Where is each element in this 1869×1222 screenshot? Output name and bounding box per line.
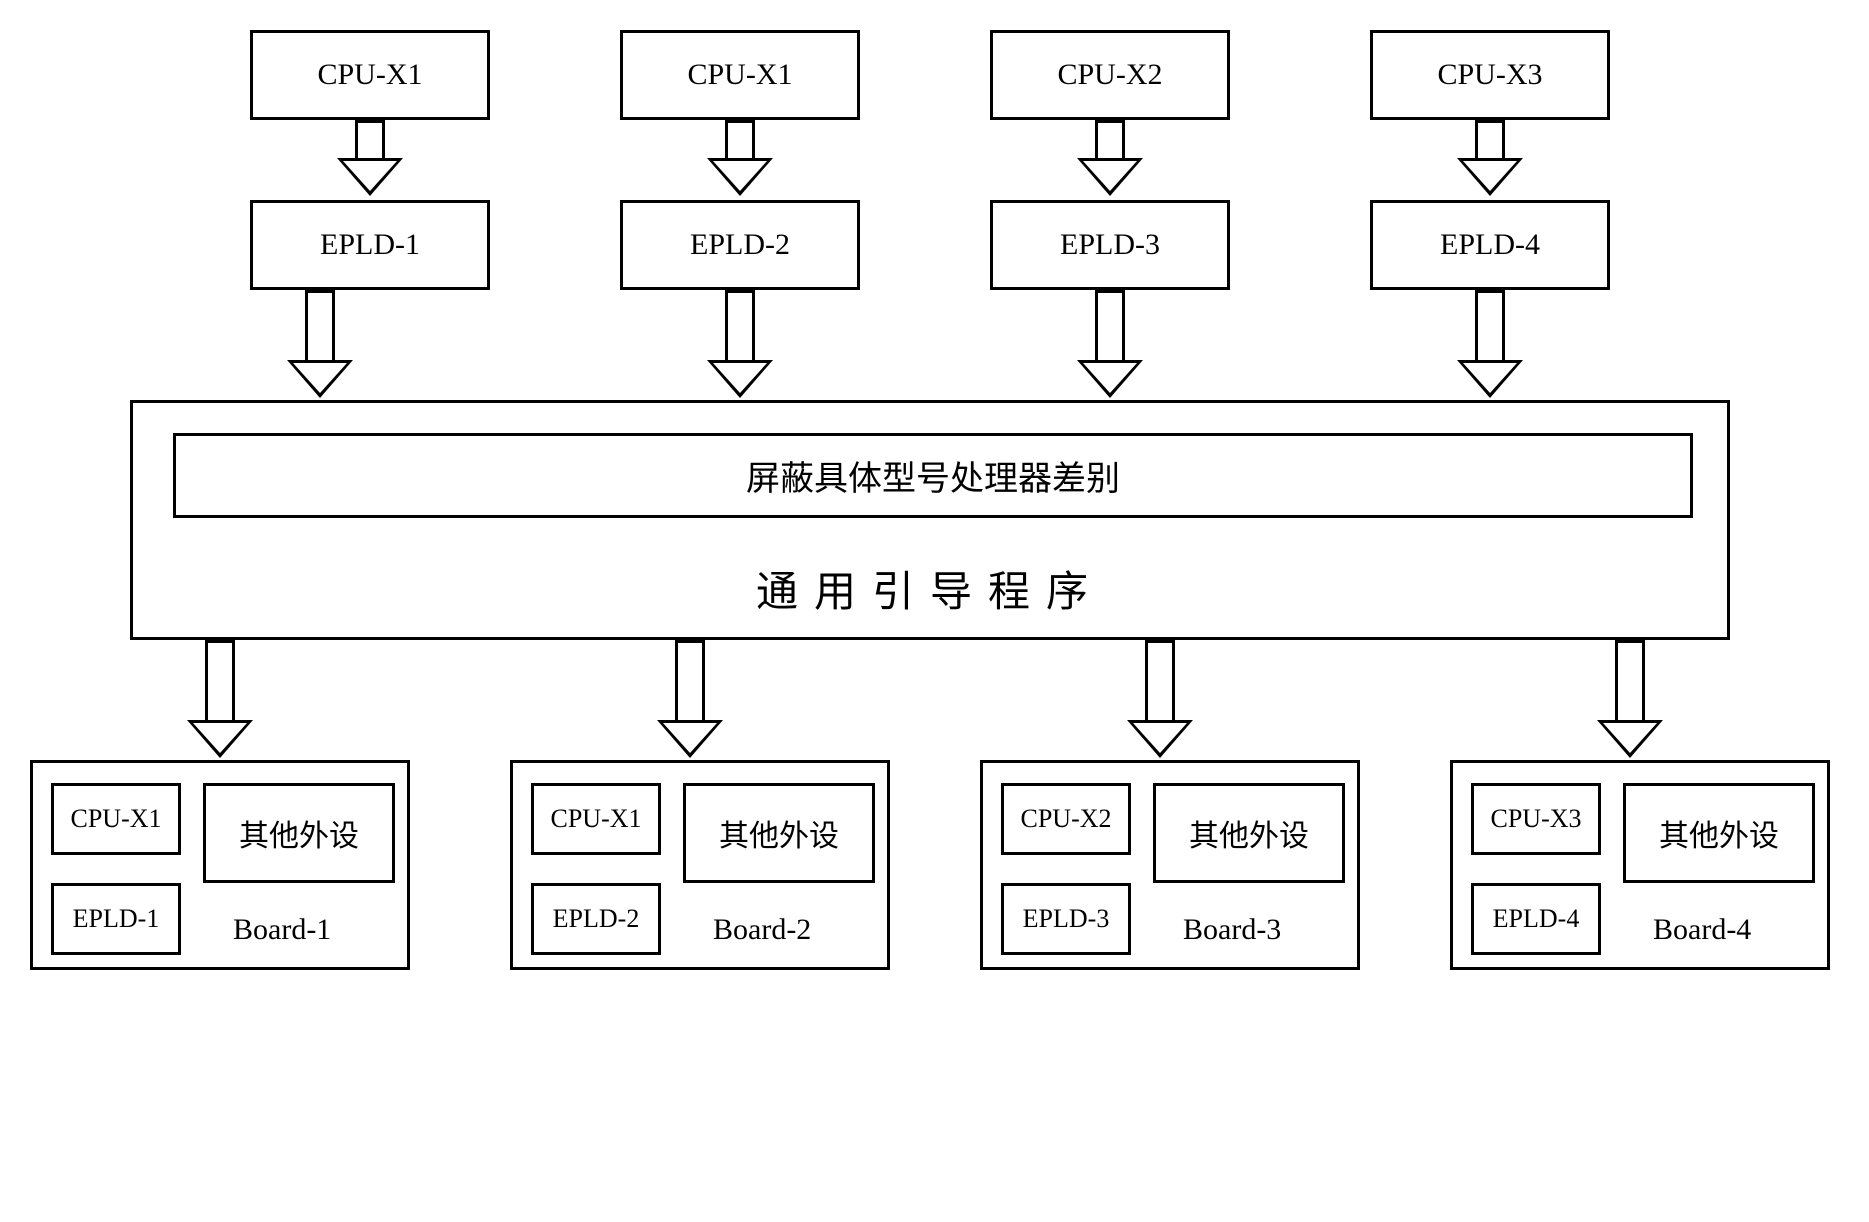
board-name-label: Board-1	[233, 913, 331, 947]
board-epld-box: EPLD-4	[1471, 883, 1601, 955]
board-other-box: 其他外设	[1623, 783, 1815, 883]
board-epld-box: EPLD-3	[1001, 883, 1131, 955]
board-epld-box: EPLD-1	[51, 883, 181, 955]
shield-label: 屏蔽具体型号处理器差别	[746, 451, 1120, 500]
board-other-label: 其他外设	[1659, 811, 1779, 855]
bootloader-label: 通用引导程序	[133, 558, 1727, 619]
board-cpu-label: CPU-X1	[550, 804, 641, 834]
board-epld-label: EPLD-4	[1493, 904, 1580, 934]
arrow-down	[337, 120, 403, 196]
arrow-down	[287, 290, 353, 398]
arrow-down	[1127, 640, 1193, 758]
epld-box-1: EPLD-1	[250, 200, 490, 290]
board-1: CPU-X1 EPLD-1 其他外设 Board-1	[30, 760, 410, 970]
cpu-box-2: CPU-X1	[620, 30, 860, 120]
board-other-box: 其他外设	[203, 783, 395, 883]
arrow-down	[187, 640, 253, 758]
shield-box: 屏蔽具体型号处理器差别	[173, 433, 1693, 518]
board-other-label: 其他外设	[239, 811, 359, 855]
epld-label: EPLD-3	[1060, 228, 1160, 262]
board-other-box: 其他外设	[1153, 783, 1345, 883]
arrow-down	[1077, 290, 1143, 398]
cpu-label: CPU-X1	[687, 58, 792, 92]
cpu-box-4: CPU-X3	[1370, 30, 1610, 120]
epld-label: EPLD-2	[690, 228, 790, 262]
arrow-down	[1597, 640, 1663, 758]
board-name-label: Board-4	[1653, 913, 1751, 947]
board-other-box: 其他外设	[683, 783, 875, 883]
cpu-label: CPU-X2	[1057, 58, 1162, 92]
board-epld-label: EPLD-2	[553, 904, 640, 934]
board-other-label: 其他外设	[719, 811, 839, 855]
bootloader-container: 屏蔽具体型号处理器差别 通用引导程序	[130, 400, 1730, 640]
board-4: CPU-X3 EPLD-4 其他外设 Board-4	[1450, 760, 1830, 970]
board-epld-label: EPLD-3	[1023, 904, 1110, 934]
arrow-down	[1077, 120, 1143, 196]
board-cpu-box: CPU-X3	[1471, 783, 1601, 855]
arrow-down	[1457, 290, 1523, 398]
board-3: CPU-X2 EPLD-3 其他外设 Board-3	[980, 760, 1360, 970]
board-cpu-box: CPU-X2	[1001, 783, 1131, 855]
epld-box-2: EPLD-2	[620, 200, 860, 290]
board-2: CPU-X1 EPLD-2 其他外设 Board-2	[510, 760, 890, 970]
board-cpu-label: CPU-X1	[70, 804, 161, 834]
arrow-down	[657, 640, 723, 758]
board-cpu-label: CPU-X2	[1020, 804, 1111, 834]
epld-box-4: EPLD-4	[1370, 200, 1610, 290]
board-cpu-label: CPU-X3	[1490, 804, 1581, 834]
board-other-label: 其他外设	[1189, 811, 1309, 855]
board-epld-box: EPLD-2	[531, 883, 661, 955]
board-name-label: Board-3	[1183, 913, 1281, 947]
arrow-down	[1457, 120, 1523, 196]
epld-label: EPLD-4	[1440, 228, 1540, 262]
board-name-label: Board-2	[713, 913, 811, 947]
board-epld-label: EPLD-1	[73, 904, 160, 934]
epld-label: EPLD-1	[320, 228, 420, 262]
arrow-down	[707, 120, 773, 196]
board-cpu-box: CPU-X1	[51, 783, 181, 855]
cpu-label: CPU-X1	[317, 58, 422, 92]
cpu-box-1: CPU-X1	[250, 30, 490, 120]
cpu-label: CPU-X3	[1437, 58, 1542, 92]
arrow-down	[707, 290, 773, 398]
cpu-box-3: CPU-X2	[990, 30, 1230, 120]
board-cpu-box: CPU-X1	[531, 783, 661, 855]
epld-box-3: EPLD-3	[990, 200, 1230, 290]
